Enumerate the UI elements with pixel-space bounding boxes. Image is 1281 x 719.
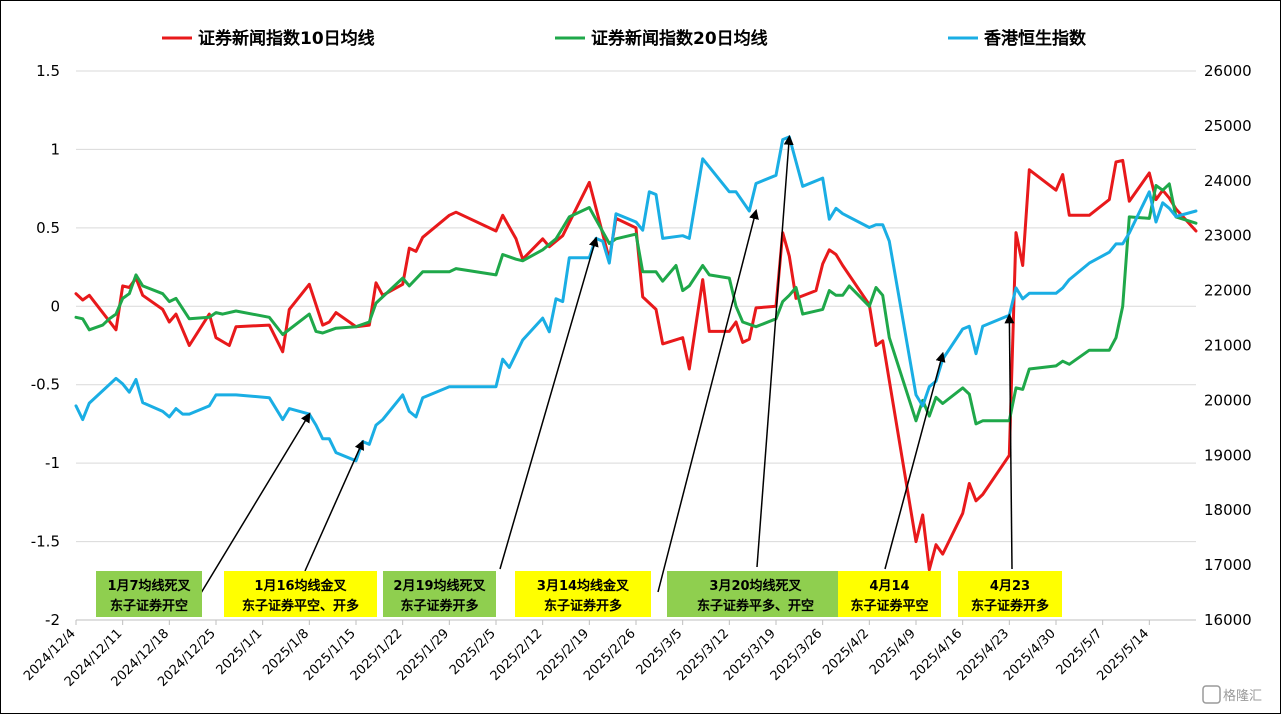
- y-left-tick-label: 0: [50, 297, 60, 315]
- y-left-tick-label: 1.5: [36, 62, 60, 80]
- annotation-arrow: [884, 351, 946, 570]
- annotation-text: 1月16均线金叉: [254, 578, 347, 594]
- annotation-text: 东子证券开多: [544, 598, 622, 614]
- annotation-box: [958, 571, 1062, 617]
- y-right-tick-label: 21000: [1204, 337, 1252, 355]
- annotation-box: [667, 571, 844, 617]
- annotation-box: [224, 571, 377, 617]
- annotation-text: 4月23: [990, 579, 1030, 594]
- series-line-1: [74, 158, 1198, 572]
- annotation-text: 4月14: [869, 579, 909, 594]
- series-line-3: [74, 135, 1198, 463]
- watermark: 格隆汇: [1202, 685, 1262, 704]
- y-left-tick-label: 1: [50, 140, 60, 158]
- annotation-arrow: [657, 209, 759, 593]
- annotation-text: 3月20均线死叉: [709, 578, 802, 594]
- legend-label: 香港恒生指数: [984, 28, 1087, 49]
- y-right-tick-label: 23000: [1204, 227, 1252, 245]
- annotation-text: 东子证券开多: [971, 598, 1049, 614]
- y-right-tick-label: 17000: [1204, 556, 1252, 574]
- annotation-text: 东子证券开多: [400, 598, 478, 614]
- y-right-tick-label: 22000: [1204, 282, 1252, 300]
- annotation-arrow: [1004, 313, 1015, 570]
- y-left-tick-label: -0.5: [31, 376, 60, 394]
- y-right-tick-label: 20000: [1204, 391, 1252, 409]
- annotation-arrows: [200, 134, 1015, 594]
- legend: 证券新闻指数10日均线 证券新闻指数20日均线 香港恒生指数: [162, 28, 1087, 49]
- y-right-tick-label: 25000: [1204, 117, 1252, 135]
- series-lines: [74, 135, 1198, 572]
- annotation-arrow: [304, 439, 364, 572]
- annotation-box: [838, 571, 941, 617]
- gridlines: [76, 70, 1196, 621]
- y-left-tick-label: -2: [45, 611, 60, 629]
- annotation-text: 东子证券平空: [850, 598, 928, 614]
- annotation-text: 2月19均线死叉: [393, 578, 486, 594]
- watermark-text: 格隆汇: [1223, 688, 1262, 704]
- y-left-tick-label: -1.5: [31, 533, 60, 551]
- y-left-tick-label: 0.5: [36, 219, 60, 237]
- annotation-box: [383, 571, 496, 617]
- annotation-text: 东子证券开空: [110, 598, 188, 614]
- series-line-2: [74, 182, 1198, 426]
- legend-label: 证券新闻指数10日均线: [198, 28, 375, 49]
- annotation-box: [515, 571, 651, 617]
- watermark-logo-icon: [1202, 685, 1221, 704]
- y-right-tick-label: 19000: [1204, 446, 1252, 464]
- annotation-arrow: [200, 412, 311, 594]
- y-left-tick-label: -1: [45, 454, 60, 472]
- annotation-box: [96, 571, 202, 617]
- y-right-tick-label: 24000: [1204, 172, 1252, 190]
- annotation-boxes: 1月7均线死叉东子证券开空1月16均线金叉东子证券平空、开多2月19均线死叉东子…: [96, 571, 1062, 617]
- annotation-text: 1月7均线死叉: [107, 578, 191, 594]
- annotation-text: 东子证券平空、开多: [242, 598, 359, 614]
- legend-label: 证券新闻指数20日均线: [591, 28, 768, 49]
- annotation-arrow: [756, 134, 794, 568]
- annotation-arrow: [499, 236, 599, 570]
- y-right-tick-label: 18000: [1204, 501, 1252, 519]
- annotation-text: 3月14均线金叉: [537, 578, 630, 594]
- y-right-tick-label: 16000: [1204, 611, 1252, 629]
- annotation-text: 东子证券平多、开空: [697, 598, 814, 614]
- y-right-tick-label: 26000: [1204, 62, 1252, 80]
